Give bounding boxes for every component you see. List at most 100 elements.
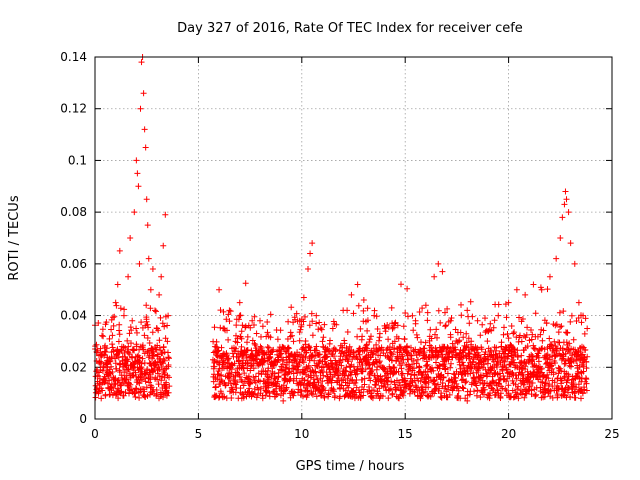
data-point-0-35: [154, 325, 161, 332]
y-tick-label-6: 0.12: [60, 102, 87, 116]
data-point-0-20: [134, 170, 141, 177]
data-point-0-60: [290, 338, 297, 345]
y-tick-label-0: 0: [79, 412, 87, 426]
data-point-0-55: [249, 317, 256, 324]
data-point-0-86: [484, 328, 491, 335]
data-point-0-58: [273, 359, 280, 366]
data-point-0-84: [464, 307, 471, 314]
x-tick-label-0: 0: [91, 427, 99, 441]
data-point-0-100: [565, 209, 572, 216]
data-point-0-42: [108, 384, 115, 391]
y-tick-label-5: 0.1: [68, 153, 87, 167]
data-point-0-3: [100, 377, 107, 384]
data-point-0-97: [561, 201, 568, 208]
x-tick-label-1: 5: [195, 427, 203, 441]
data-point-0-54: [242, 351, 249, 358]
x-tick-label-2: 10: [294, 427, 309, 441]
data-point-0-51: [226, 307, 233, 314]
data-point-0-53: [236, 299, 243, 306]
data-point-0-34: [151, 307, 158, 314]
data-point-0-103: [575, 299, 582, 306]
y-tick-label-7: 0.14: [60, 50, 87, 64]
data-point-0-65: [309, 240, 316, 247]
data-point-0-66: [313, 312, 320, 319]
data-point-0-18: [131, 209, 138, 216]
data-point-0-70: [348, 291, 355, 298]
data-point-0-61: [296, 317, 303, 324]
y-tick-label-2: 0.04: [60, 309, 87, 323]
data-point-0-29: [143, 196, 150, 203]
data-point-0-36: [156, 291, 163, 298]
data-point-0-21: [135, 183, 142, 190]
data-point-0-47: [158, 377, 165, 384]
data-point-0-68: [329, 325, 336, 332]
data-point-0-49: [216, 286, 223, 293]
data-point-0-87: [495, 312, 502, 319]
data-point-0-4: [102, 392, 109, 399]
data-point-0-120: [532, 392, 539, 399]
data-point-0-37: [158, 273, 165, 280]
data-point-0-104: [580, 312, 587, 319]
data-point-0-111: [325, 390, 332, 397]
data-point-0-14: [123, 366, 130, 373]
x-tick-label-4: 20: [501, 427, 516, 441]
data-point-0-40: [164, 338, 171, 345]
data-point-0-115: [418, 390, 425, 397]
plot-frame: [94, 56, 613, 420]
data-point-0-105: [584, 325, 591, 332]
data-point-0-46: [147, 382, 154, 389]
data-point-0-43: [116, 379, 123, 386]
data-point-0-76: [402, 309, 409, 316]
data-point-0-2: [98, 359, 105, 366]
data-point-0-96: [559, 214, 566, 221]
data-point-0-1: [96, 369, 103, 376]
data-point-0-28: [142, 144, 149, 151]
y-tick-label-1: 0.02: [60, 360, 87, 374]
data-point-0-64: [307, 250, 314, 257]
data-point-0-119: [509, 387, 516, 394]
axis-tick-labels: 0 5 10 15 20 25 0 0.02 0.04 0.06 0.08 0.1 0.12 0.14: [60, 50, 619, 441]
data-point-0-89: [513, 286, 520, 293]
data-point-0-110: [302, 384, 309, 391]
data-point-0-79: [431, 273, 438, 280]
data-point-0-7: [108, 353, 115, 360]
data-point-0-15: [125, 273, 132, 280]
data-point-0-112: [350, 387, 357, 394]
data-point-0-77: [412, 317, 419, 324]
data-point-0-24: [138, 59, 145, 66]
data-point-0-114: [395, 395, 402, 402]
data-point-0-44: [127, 387, 134, 394]
data-point-0-116: [441, 392, 448, 399]
data-point-0-72: [360, 297, 367, 304]
data-point-0-122: [577, 395, 584, 402]
data-point-0-92: [538, 286, 545, 293]
data-point-0-11: [116, 247, 123, 254]
data-point-0-98: [562, 188, 569, 195]
data-point-0-85: [474, 317, 481, 324]
data-point-0-99: [563, 196, 570, 203]
data-point-0-90: [522, 291, 529, 298]
data-point-0-8: [110, 322, 117, 329]
data-point-0-75: [391, 338, 398, 345]
data-point-0-19: [133, 157, 140, 164]
data-point-0-83: [455, 338, 462, 345]
data-point-0-17: [129, 317, 136, 324]
data-point-0-95: [557, 235, 564, 241]
data-points: [92, 54, 591, 404]
data-point-0-38: [160, 242, 167, 249]
y-axis-label: ROTI / TECUs: [7, 195, 22, 280]
data-point-0-80: [435, 260, 442, 267]
data-point-0-91: [530, 281, 537, 288]
data-point-0-118: [486, 390, 493, 397]
data-point-0-62: [300, 294, 307, 301]
data-point-0-121: [555, 384, 562, 391]
y-tick-label-3: 0.06: [60, 257, 87, 271]
data-point-0-74: [381, 322, 388, 329]
data-point-0-27: [141, 126, 148, 133]
data-point-0-78: [422, 302, 429, 309]
data-point-0-22: [136, 260, 143, 267]
data-point-0-93: [546, 273, 553, 280]
data-point-0-102: [571, 260, 578, 267]
data-point-0-9: [112, 299, 119, 306]
data-point-cloud: [92, 280, 591, 402]
